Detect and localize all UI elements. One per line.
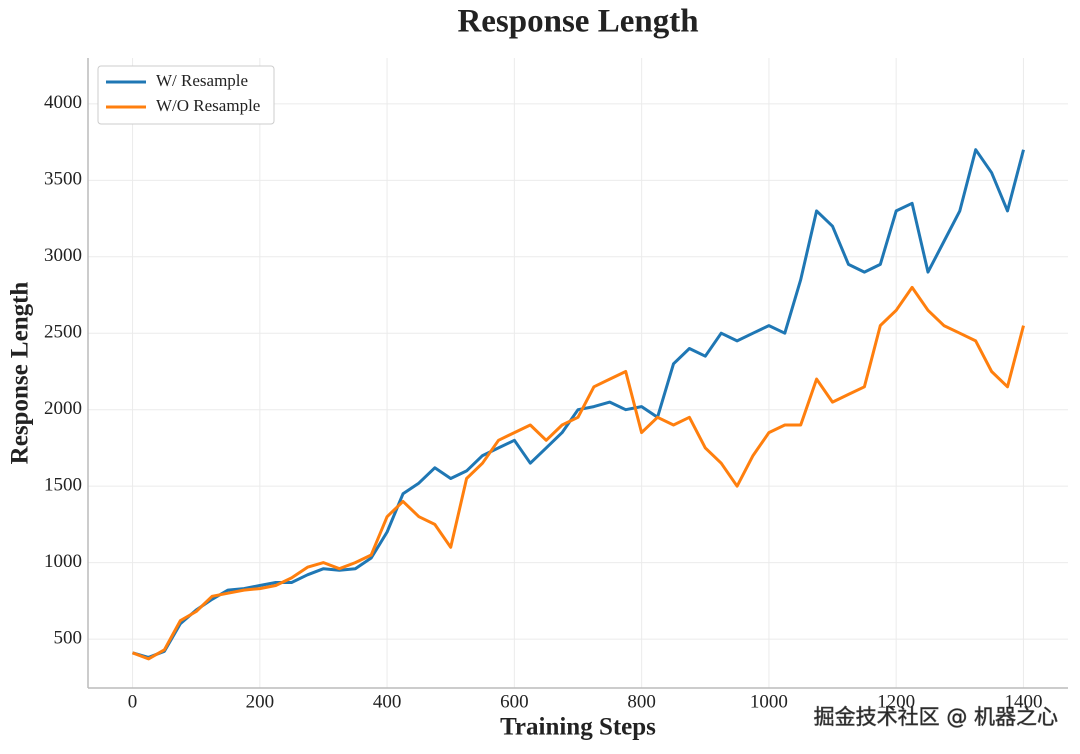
y-axis-label: Response Length xyxy=(7,282,34,465)
x-tick-label: 800 xyxy=(627,691,656,712)
y-tick-label: 3500 xyxy=(44,169,82,190)
y-tick-label: 1500 xyxy=(44,475,82,496)
x-axis-label: Training Steps xyxy=(500,714,656,741)
x-tick-label: 200 xyxy=(246,691,275,712)
y-tick-label: 2000 xyxy=(44,398,82,419)
x-tick-label: 1000 xyxy=(750,691,788,712)
y-tick-label: 500 xyxy=(54,627,83,648)
chart-title: Response Length xyxy=(457,4,698,40)
legend-label: W/ Resample xyxy=(156,71,248,90)
y-tick-label: 1000 xyxy=(44,551,82,572)
series-line xyxy=(131,285,1025,661)
x-tick-label: 0 xyxy=(128,691,138,712)
x-tick-label: 600 xyxy=(500,691,529,712)
y-tick-label: 2500 xyxy=(44,322,82,343)
y-tick-label: 3000 xyxy=(44,245,82,266)
series-line xyxy=(132,148,1025,659)
watermark: 掘金技术社区 @ 机器之心 xyxy=(814,705,1058,729)
x-tick-label: 400 xyxy=(373,691,402,712)
x-tick-label: 1400 xyxy=(1004,691,1042,712)
legend-label: W/O Resample xyxy=(156,96,260,115)
y-tick-label: 4000 xyxy=(44,92,82,113)
x-tick-label: 1200 xyxy=(877,691,915,712)
